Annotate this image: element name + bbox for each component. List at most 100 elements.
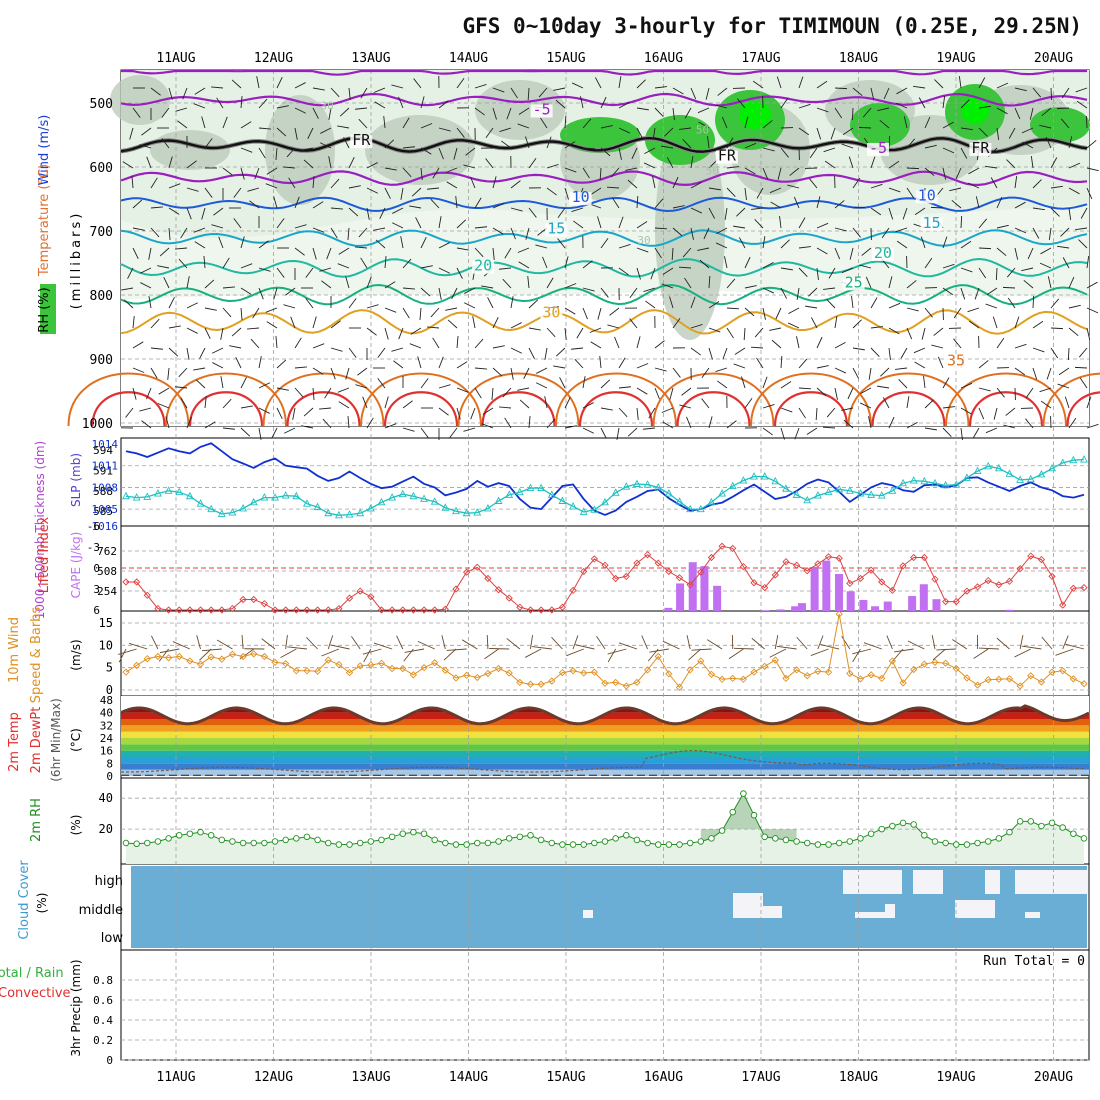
wind-barb: [978, 105, 991, 109]
cloud-level-label: middle: [79, 903, 123, 918]
wind-barb: [499, 267, 512, 270]
wind-barb: [736, 207, 746, 217]
wind-barb: [275, 336, 278, 349]
precip-tick-label: 0.6: [93, 994, 113, 1007]
wind-barb: [240, 167, 245, 180]
wind-barb: [996, 224, 1009, 229]
wind-barb: [1025, 418, 1034, 429]
isotherm-label-bg: [715, 150, 738, 164]
wind-speed-point: [590, 668, 598, 676]
wind-barb: [816, 267, 819, 280]
wind-barb: [618, 267, 629, 276]
wind-barb: [672, 87, 684, 95]
wind-barb: [701, 398, 710, 409]
wind-barb: [708, 327, 721, 333]
pressure-tick-label: 700: [90, 225, 113, 240]
wind-barb: [816, 222, 829, 229]
wind-barb: [131, 176, 134, 189]
isotherm-label-bg: [867, 142, 889, 156]
panel-labels: Wind (m/s) Temperature (°C) RH (%) (mill…: [0, 115, 1085, 1057]
wind-barb: [629, 287, 638, 298]
wind-speed-point: [835, 610, 843, 618]
thickness-point: [345, 510, 354, 518]
wind-barb: [1068, 187, 1080, 195]
wind-barb: [276, 105, 289, 109]
thickness-point: [952, 480, 961, 488]
wind-barb: [186, 327, 198, 334]
wind-barb: [955, 167, 962, 180]
thickness-point: [728, 481, 737, 489]
wind-speed-point: [516, 678, 524, 687]
wind-barb: [968, 320, 980, 329]
wind-barb: [398, 327, 404, 340]
wind-barb: [679, 404, 692, 409]
lifted-index-label: Lifted Index: [37, 516, 52, 593]
wind-barb: [337, 125, 350, 129]
wind-barb: [402, 287, 415, 290]
wind-barb: [1086, 307, 1099, 314]
wind-barb: [798, 217, 806, 229]
wind-barb: [1086, 139, 1097, 149]
wind-barb: [420, 237, 427, 249]
wind-barb: [762, 167, 769, 180]
wind-barb: [960, 127, 973, 131]
wind-speed-point: [218, 655, 226, 663]
isotherm-label: 30: [637, 234, 650, 247]
wind-barb: [686, 416, 692, 429]
wind-speed-line: [125, 614, 1085, 689]
rh2m-point: [1038, 822, 1045, 830]
date-label-bottom: 20AUG: [1034, 1070, 1073, 1085]
wind-barb: [978, 407, 985, 420]
temp-tick-label: 0: [106, 770, 113, 783]
cape-bar: [810, 566, 819, 611]
wind-barb: [826, 299, 836, 309]
wind-barb: [697, 107, 710, 114]
wind-barb: [924, 257, 933, 269]
dewpt2m-label: 2m DewPt: [29, 707, 44, 774]
thickness-point: [1016, 475, 1025, 483]
wind-barb: [456, 247, 469, 251]
wind-barb: [366, 162, 378, 169]
wind-barb: [862, 107, 872, 118]
wind-barb: [527, 87, 530, 101]
wind-barb: [292, 407, 296, 420]
thickness-point: [622, 482, 631, 490]
lifted-index-point: [154, 604, 162, 613]
rh2m-point: [1016, 818, 1024, 825]
thickness-point: [718, 489, 727, 497]
thickness-series-line: [125, 458, 1085, 516]
wind-speed-point: [675, 683, 684, 691]
rh2m-point: [782, 836, 790, 844]
wind10-barb: [596, 636, 606, 650]
isotherm-label: 50: [696, 124, 709, 137]
wind-barb: [708, 275, 711, 289]
diurnal-isotherm: [383, 391, 459, 427]
wind-barb: [212, 362, 224, 369]
wind-barb: [294, 107, 306, 114]
wind-barb: [942, 96, 946, 109]
wind-barb: [1032, 87, 1042, 98]
slp-label: SLP (mb): [69, 453, 83, 507]
wind-barb: [682, 139, 692, 149]
wind10-barb: [351, 636, 361, 650]
rh2m-point: [516, 833, 524, 841]
wind-barb: [324, 387, 332, 399]
wind-barb: [159, 247, 170, 257]
wind-speed-point: [175, 652, 183, 661]
wind-barb: [717, 87, 728, 96]
wind-barb: [573, 220, 584, 229]
wind-barb: [502, 278, 512, 289]
cape-bar: [791, 606, 800, 611]
wind-speed-point: [707, 670, 716, 679]
wind-barb: [996, 247, 1007, 257]
wind-barb: [1068, 276, 1075, 289]
thickness-point: [686, 504, 695, 513]
wind-barb: [754, 219, 764, 229]
wind-barb: [1040, 400, 1052, 409]
wind-barb: [212, 347, 224, 354]
lifted-index-point: [462, 568, 471, 576]
wind-speed-point: [473, 673, 481, 682]
wind-barb: [865, 276, 872, 289]
wind-barb: [338, 247, 350, 255]
thickness-point: [547, 490, 556, 498]
